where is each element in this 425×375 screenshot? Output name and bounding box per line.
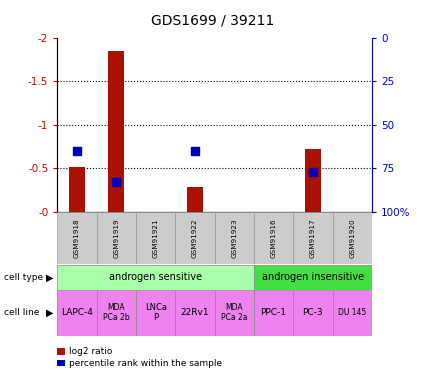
Text: androgen insensitive: androgen insensitive: [262, 272, 364, 282]
Text: GSM91923: GSM91923: [231, 218, 237, 258]
FancyBboxPatch shape: [57, 290, 96, 336]
FancyBboxPatch shape: [175, 290, 215, 336]
Text: GSM91919: GSM91919: [113, 218, 119, 258]
Point: [113, 179, 120, 185]
Bar: [108, 51, 124, 212]
FancyBboxPatch shape: [96, 212, 136, 264]
FancyBboxPatch shape: [57, 212, 96, 264]
Text: PC-3: PC-3: [303, 308, 323, 317]
FancyBboxPatch shape: [254, 265, 372, 290]
FancyBboxPatch shape: [332, 290, 372, 336]
Text: LAPC-4: LAPC-4: [61, 308, 93, 317]
Text: GSM91921: GSM91921: [153, 218, 159, 258]
Point: [192, 148, 198, 154]
FancyBboxPatch shape: [57, 265, 254, 290]
Text: cell type: cell type: [4, 273, 43, 282]
FancyBboxPatch shape: [96, 290, 136, 336]
Point: [74, 148, 80, 154]
FancyBboxPatch shape: [332, 212, 372, 264]
Text: PPC-1: PPC-1: [261, 308, 286, 317]
FancyBboxPatch shape: [254, 290, 293, 336]
Text: GDS1699 / 39211: GDS1699 / 39211: [151, 13, 274, 27]
Text: log2 ratio: log2 ratio: [69, 347, 113, 356]
FancyBboxPatch shape: [293, 212, 332, 264]
FancyBboxPatch shape: [215, 212, 254, 264]
Text: MDA
PCa 2b: MDA PCa 2b: [103, 303, 130, 322]
Text: GSM91922: GSM91922: [192, 218, 198, 258]
FancyBboxPatch shape: [215, 290, 254, 336]
Text: DU 145: DU 145: [338, 308, 366, 317]
FancyBboxPatch shape: [136, 212, 175, 264]
Bar: [305, 149, 321, 212]
FancyBboxPatch shape: [254, 212, 293, 264]
Text: ▶: ▶: [46, 308, 54, 318]
Text: androgen sensitive: androgen sensitive: [109, 272, 202, 282]
Text: cell line: cell line: [4, 308, 40, 317]
Text: GSM91916: GSM91916: [271, 218, 277, 258]
Text: GSM91920: GSM91920: [349, 218, 355, 258]
Text: 22Rv1: 22Rv1: [181, 308, 209, 317]
Text: GSM91917: GSM91917: [310, 218, 316, 258]
Text: ▶: ▶: [46, 272, 54, 282]
Text: percentile rank within the sample: percentile rank within the sample: [69, 358, 222, 368]
FancyBboxPatch shape: [293, 290, 332, 336]
Point: [309, 169, 316, 175]
FancyBboxPatch shape: [136, 290, 175, 336]
Text: MDA
PCa 2a: MDA PCa 2a: [221, 303, 247, 322]
FancyBboxPatch shape: [175, 212, 215, 264]
Bar: [187, 188, 203, 212]
Text: LNCa
P: LNCa P: [144, 303, 167, 322]
Bar: [69, 166, 85, 212]
Text: GSM91918: GSM91918: [74, 218, 80, 258]
